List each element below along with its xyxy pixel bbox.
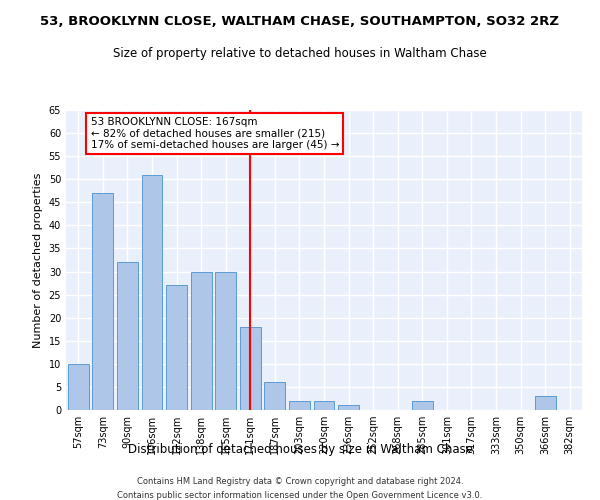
Bar: [314, 401, 334, 410]
Bar: [191, 272, 212, 410]
Bar: [142, 174, 163, 410]
Bar: [92, 193, 113, 410]
Bar: [215, 272, 236, 410]
Text: Size of property relative to detached houses in Waltham Chase: Size of property relative to detached ho…: [113, 48, 487, 60]
Bar: [68, 364, 89, 410]
Text: 53 BROOKLYNN CLOSE: 167sqm
← 82% of detached houses are smaller (215)
17% of sem: 53 BROOKLYNN CLOSE: 167sqm ← 82% of deta…: [91, 117, 339, 150]
Bar: [166, 286, 187, 410]
Bar: [289, 401, 310, 410]
Bar: [412, 401, 433, 410]
Text: 53, BROOKLYNN CLOSE, WALTHAM CHASE, SOUTHAMPTON, SO32 2RZ: 53, BROOKLYNN CLOSE, WALTHAM CHASE, SOUT…: [41, 15, 560, 28]
Text: Contains public sector information licensed under the Open Government Licence v3: Contains public sector information licen…: [118, 491, 482, 500]
Bar: [265, 382, 286, 410]
Y-axis label: Number of detached properties: Number of detached properties: [33, 172, 43, 348]
Bar: [240, 327, 261, 410]
Bar: [535, 396, 556, 410]
Text: Distribution of detached houses by size in Waltham Chase: Distribution of detached houses by size …: [128, 442, 473, 456]
Text: Contains HM Land Registry data © Crown copyright and database right 2024.: Contains HM Land Registry data © Crown c…: [137, 478, 463, 486]
Bar: [338, 406, 359, 410]
Bar: [117, 262, 138, 410]
